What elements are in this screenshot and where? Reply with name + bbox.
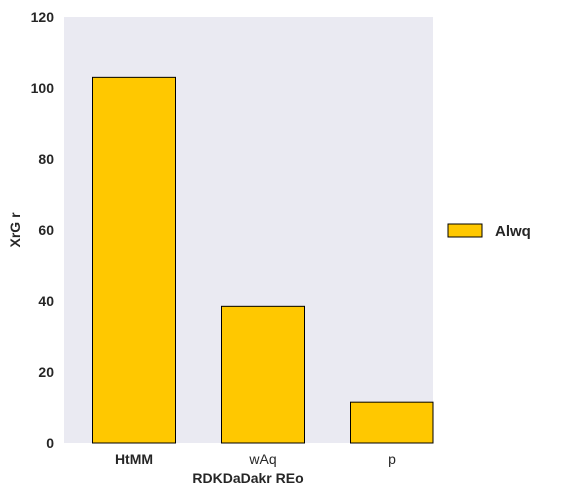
x-tick-label: p [388,451,396,467]
y-tick-label: 20 [38,364,54,380]
x-axis-ticks: HtMM wAq p [115,451,396,467]
legend-label: Alwq [495,223,531,240]
x-tick-label: HtMM [115,451,153,467]
y-axis-ticks: 0 20 40 60 80 100 120 [31,9,55,451]
y-tick-label: 40 [38,293,54,309]
bar-p [350,401,434,444]
legend-swatch [447,223,483,238]
legend: Alwq [447,223,531,240]
y-axis-title: XrG r [7,212,23,248]
y-tick-label: 80 [38,151,54,167]
y-tick-label: 120 [31,9,55,25]
y-tick-label: 100 [31,80,55,96]
x-axis-title: RDKDaDakr REo [192,470,303,486]
y-tick-label: 60 [38,222,54,238]
bars-group [92,76,434,444]
bar-HtMM [92,76,176,444]
bar-wAq [221,305,305,444]
x-tick-label: wAq [248,451,276,467]
y-tick-label: 0 [46,435,54,451]
